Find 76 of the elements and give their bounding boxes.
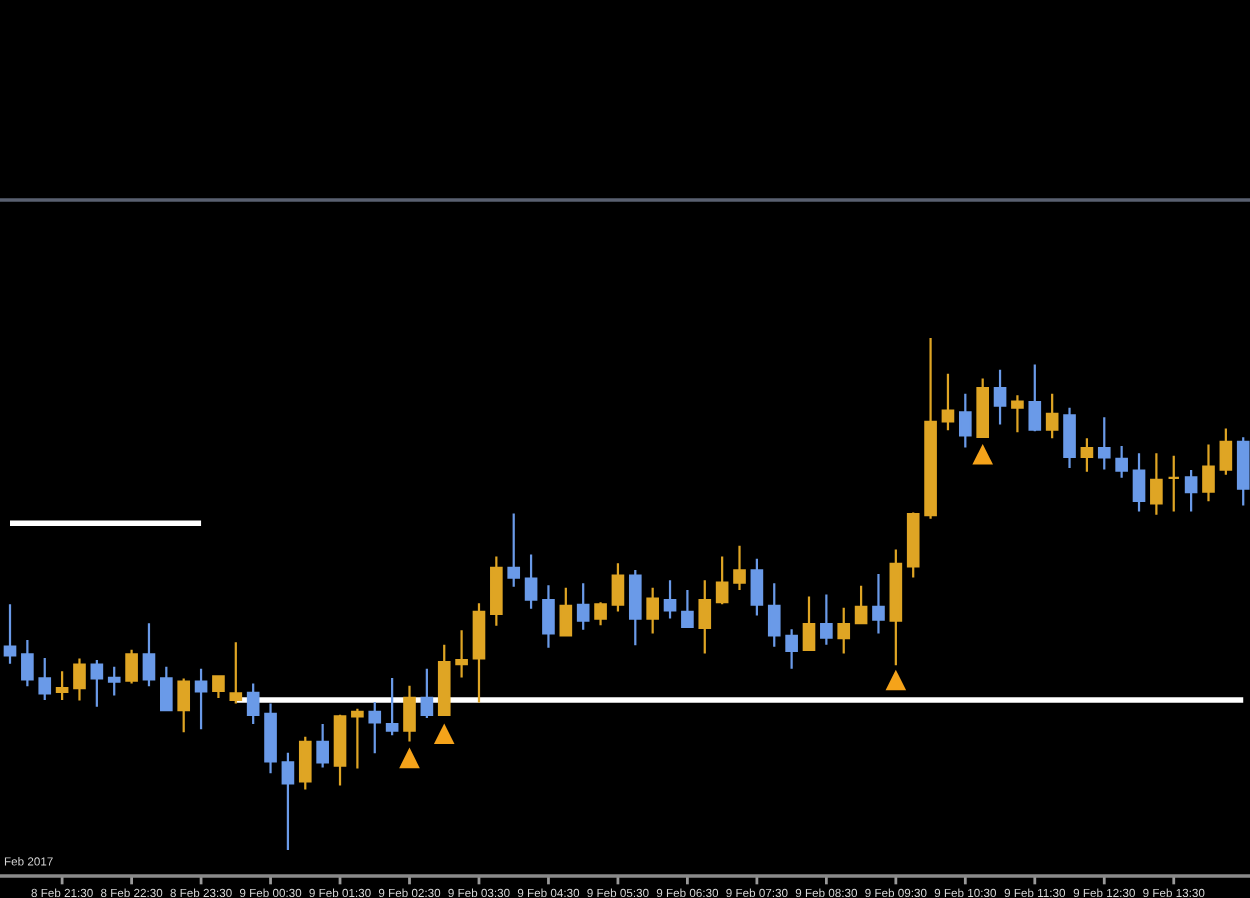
candlestick	[3, 603, 17, 665]
candlestick	[316, 722, 329, 769]
candlestick	[1097, 416, 1111, 471]
candlestick	[507, 512, 521, 588]
candlestick	[21, 638, 34, 688]
candlestick	[125, 648, 138, 685]
candlestick	[333, 713, 347, 787]
point	[399, 747, 420, 769]
candlestick	[212, 674, 225, 700]
candlestick	[559, 586, 573, 638]
candlestick	[351, 707, 364, 770]
candlestick	[681, 588, 694, 629]
candlestick	[385, 676, 399, 737]
candlestick	[924, 336, 937, 520]
point	[885, 669, 907, 691]
point	[433, 723, 455, 745]
candlestick	[646, 586, 659, 635]
candlestick	[820, 593, 833, 646]
candlestick	[403, 684, 416, 743]
candlestick	[1236, 436, 1250, 507]
candlestick	[1028, 363, 1042, 433]
candlestick	[1115, 444, 1128, 479]
candlestick	[802, 595, 816, 652]
candlestick	[854, 584, 868, 626]
candlestick	[55, 670, 69, 702]
candlestick	[837, 606, 851, 655]
candlestick	[1202, 443, 1215, 503]
candlestick	[1080, 437, 1094, 473]
candlestick	[229, 641, 243, 705]
candlestick	[281, 751, 295, 852]
candlestick	[976, 377, 990, 439]
candlestick	[906, 511, 920, 579]
candlestick	[576, 582, 590, 631]
candlestick	[437, 643, 451, 717]
candlestick	[785, 628, 798, 670]
candlestick	[194, 667, 208, 731]
candlestick	[1011, 394, 1024, 434]
candlestick	[889, 548, 903, 667]
candlestick	[594, 601, 607, 627]
candlestick	[1184, 468, 1198, 513]
candlestick	[750, 557, 764, 617]
candlestick	[1132, 452, 1146, 513]
candlestick	[1219, 427, 1233, 476]
candlestick	[941, 372, 955, 432]
candlestick	[733, 544, 746, 592]
candlestick	[611, 562, 625, 613]
candlestick	[142, 622, 156, 688]
candlestick	[1167, 454, 1181, 513]
candlestick	[542, 584, 555, 649]
candlestick	[524, 553, 538, 610]
candlestick	[490, 555, 503, 627]
point	[972, 443, 993, 465]
candlestick	[107, 665, 121, 697]
candlestick	[298, 735, 312, 791]
candlestick	[472, 602, 486, 704]
candlestick	[628, 568, 642, 647]
candlestick	[1045, 392, 1059, 440]
candlestick	[38, 656, 52, 702]
candlestick	[959, 392, 972, 449]
candlestick	[872, 572, 885, 635]
candlestick	[90, 658, 104, 708]
candlestick	[160, 665, 173, 713]
candlestick	[264, 702, 277, 775]
candlestick	[767, 582, 781, 648]
candlestick	[177, 677, 191, 734]
candlestick	[420, 667, 434, 720]
candlestick	[368, 700, 382, 755]
candlestick	[246, 682, 260, 726]
candlestick	[993, 368, 1007, 426]
candlestick	[698, 579, 712, 655]
candlestick	[455, 629, 468, 679]
candlestick	[1063, 406, 1076, 470]
candlestick	[1150, 452, 1163, 516]
candlestick	[663, 579, 677, 620]
candlestick	[73, 657, 86, 702]
candlestick	[715, 555, 729, 606]
